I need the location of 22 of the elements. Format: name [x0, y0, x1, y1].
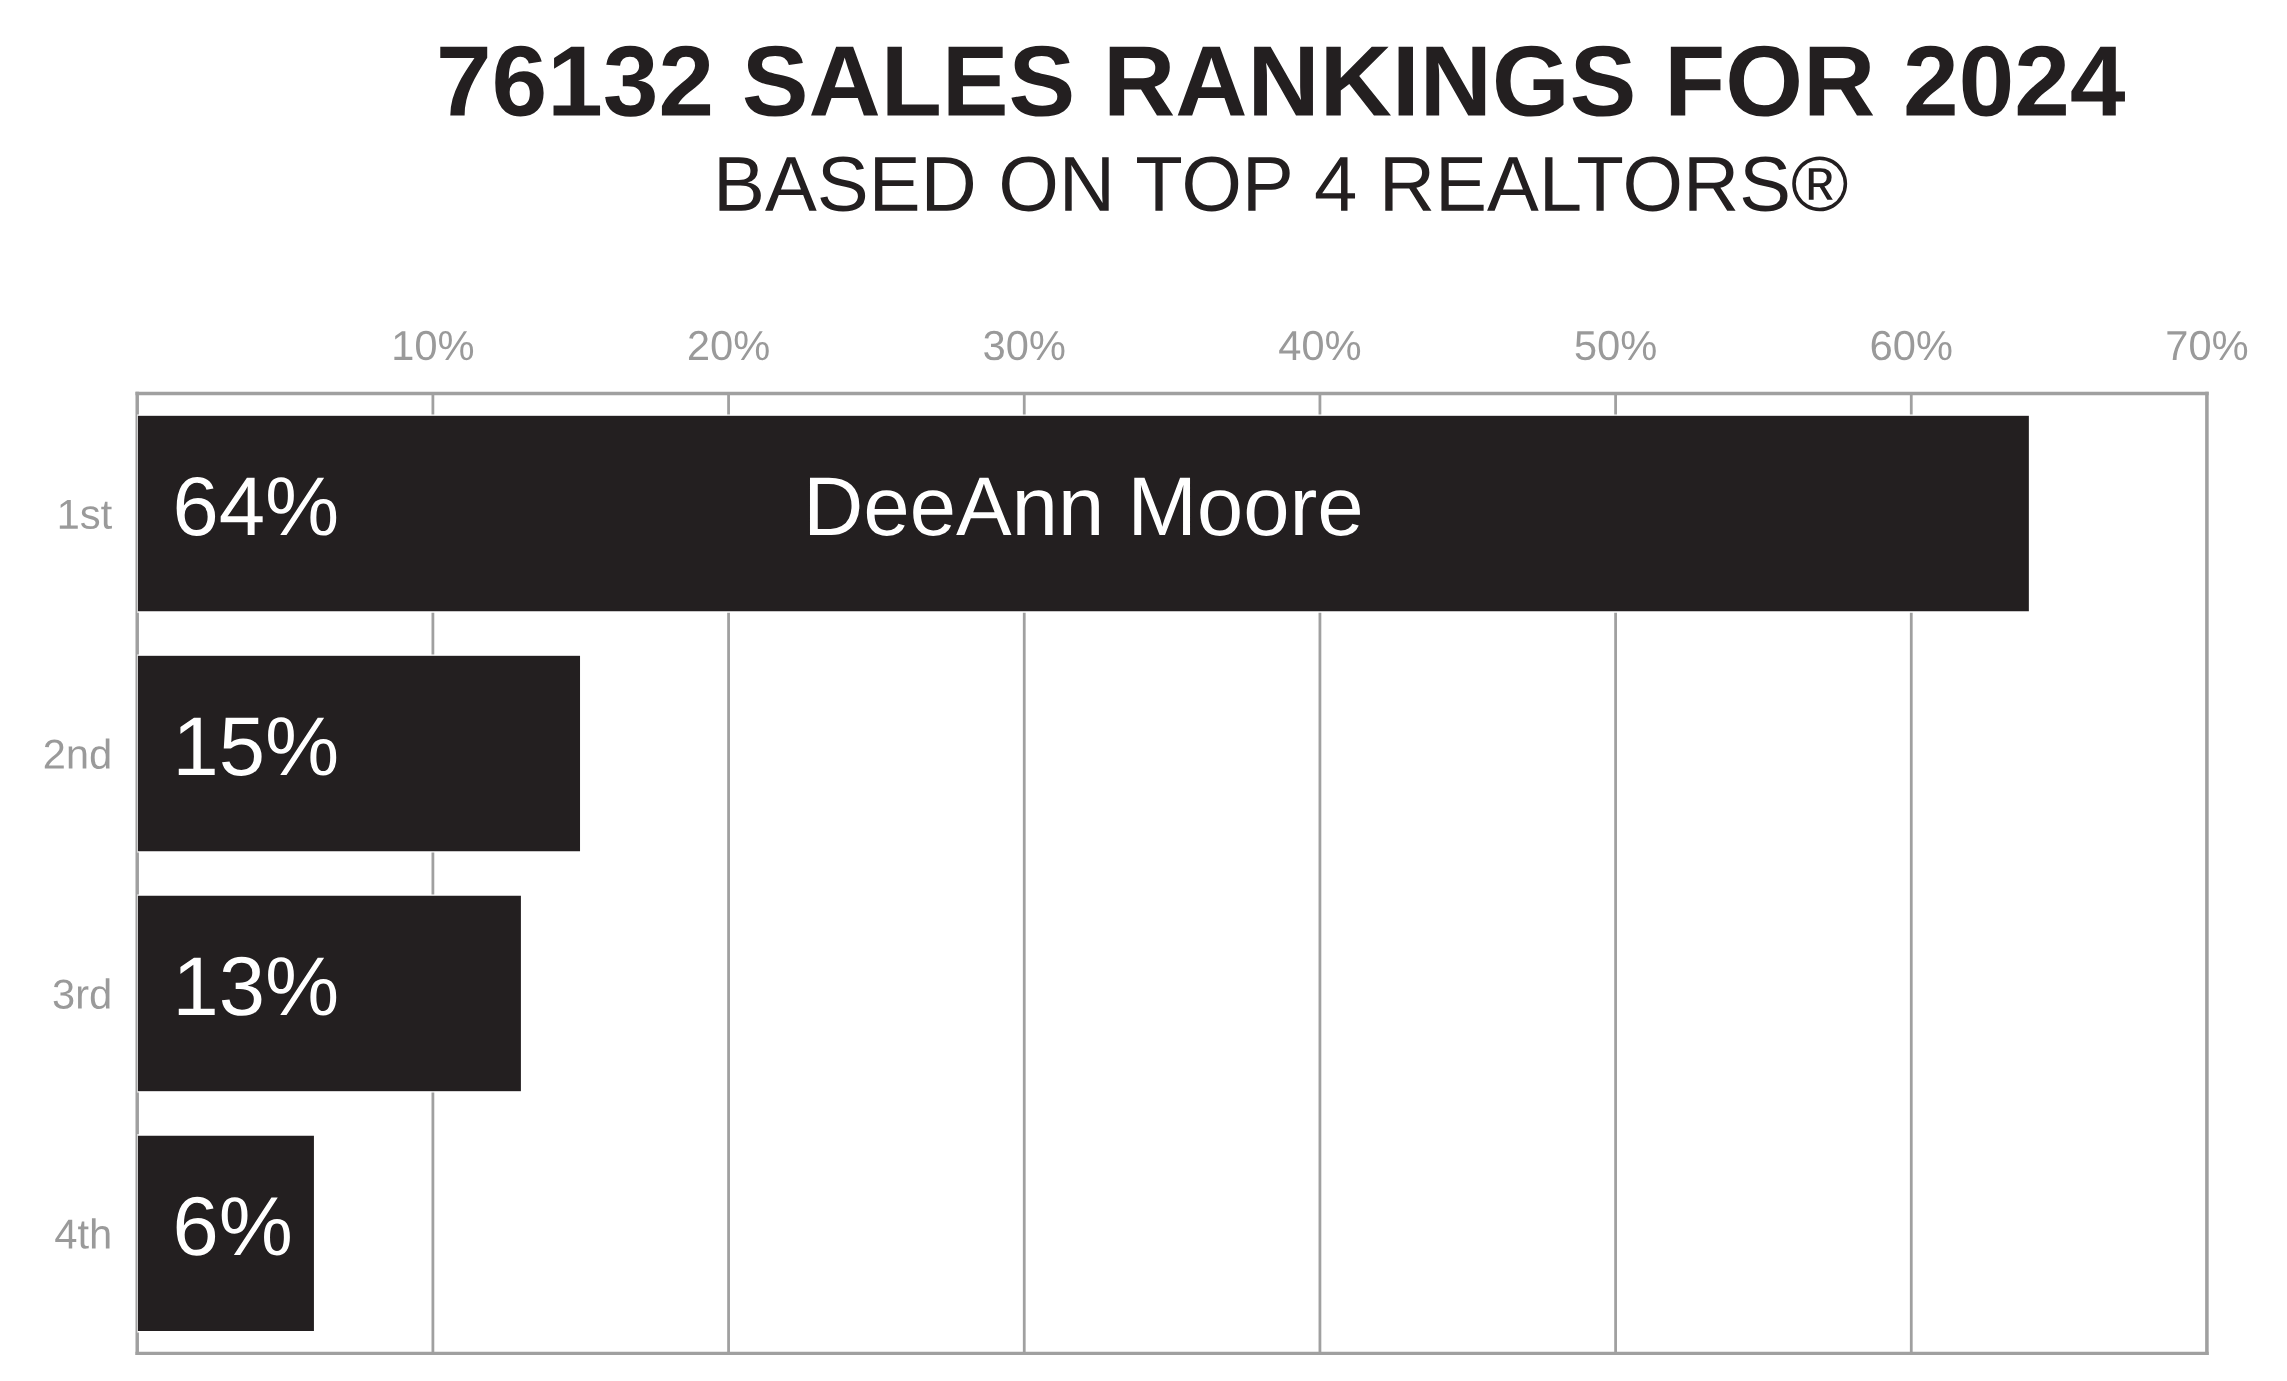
- x-tick-label: 20%: [688, 330, 769, 361]
- x-tick-label: 40%: [1279, 330, 1361, 361]
- y-tick-label: 3rd: [53, 978, 110, 1009]
- y-tick-label: 2nd: [44, 738, 110, 770]
- data-label: 64%: [176, 476, 337, 536]
- x-tick-label: 60%: [1871, 330, 1952, 361]
- x-tick-label: 10%: [394, 330, 474, 361]
- bar: [137, 654, 582, 853]
- annotation: DeeAnn Moore: [809, 477, 1360, 536]
- chart-subtitle: BASED ON TOP 4 REALTORS®: [719, 156, 1848, 212]
- bar: [137, 414, 2031, 613]
- y-tick-label: 1st: [59, 499, 112, 530]
- data-label: 13%: [178, 956, 337, 1016]
- bar: [137, 894, 523, 1093]
- y-tick-label: 4th: [55, 1218, 110, 1249]
- x-tick-label: 50%: [1575, 330, 1656, 361]
- chart-title: 76132 SALES RANKINGS FOR 2024: [440, 45, 2125, 117]
- x-tick-label: 70%: [2167, 330, 2248, 361]
- bar: [137, 1134, 316, 1333]
- data-label: 15%: [178, 717, 337, 776]
- x-tick-label: 30%: [984, 330, 1065, 361]
- data-label: 6%: [176, 1196, 290, 1256]
